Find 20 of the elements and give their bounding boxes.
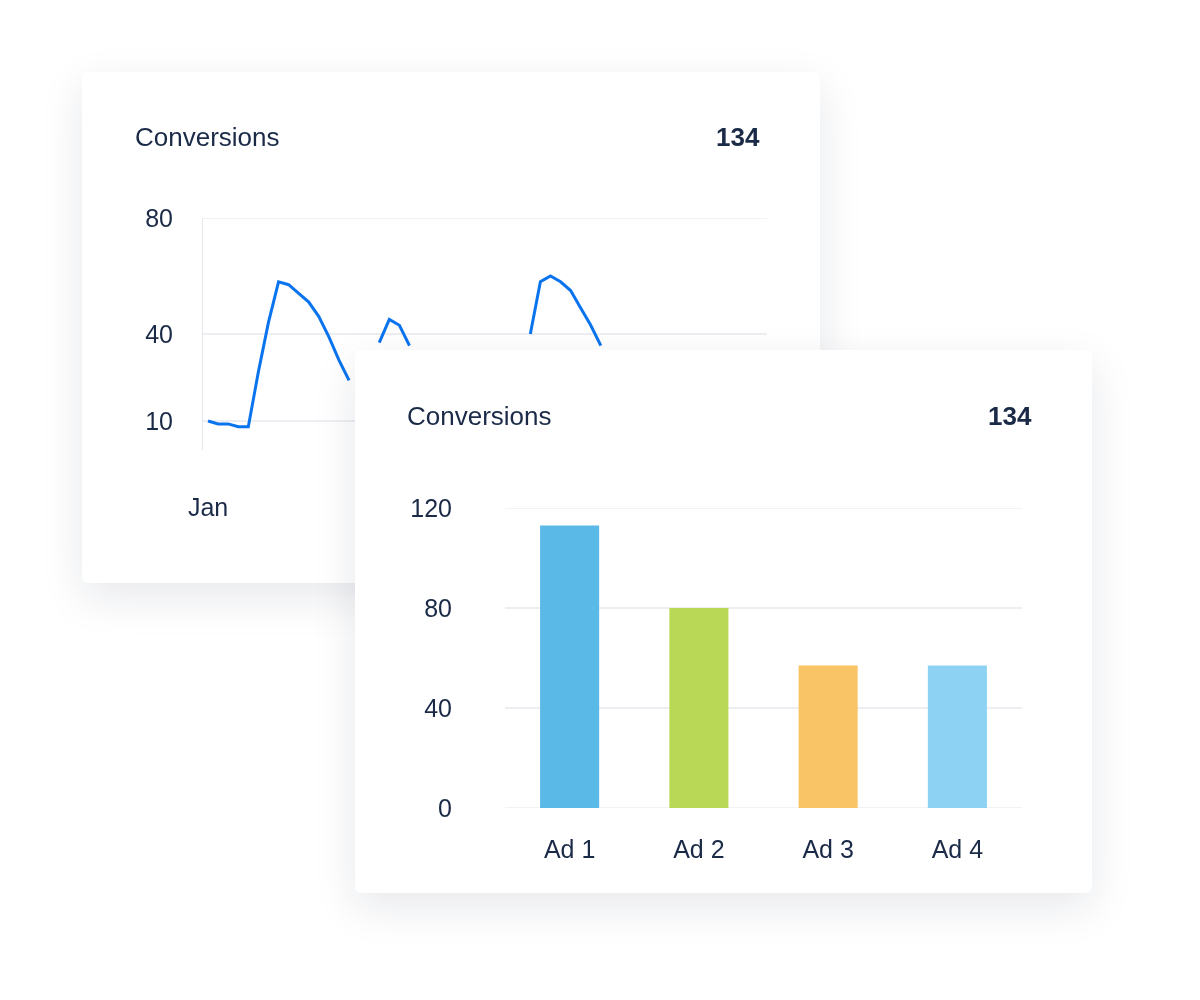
bar [927,665,987,808]
y-tick-label: 80 [424,593,452,622]
y-tick-label: 40 [424,693,452,722]
text: 134 [716,122,760,152]
bar [798,665,858,808]
y-tick-label: 40 [145,319,173,348]
bar [540,525,600,808]
chart-title: Conversions [135,122,280,153]
x-tick-label: Ad 2 [673,835,725,863]
x-tick-label: Jan [187,493,229,521]
y-tick-label: 80 [145,203,173,232]
bar [669,608,729,808]
chart-title: Conversions [407,401,552,432]
y-tick-label: 10 [145,406,173,435]
text: 134 [988,401,1032,431]
x-tick-label: Ad 3 [802,835,854,863]
x-tick-label: Ad 1 [543,835,596,863]
x-tick-label: Ad 4 [931,835,984,863]
y-tick-label: 120 [410,493,452,522]
y-tick-label: 0 [438,793,452,822]
